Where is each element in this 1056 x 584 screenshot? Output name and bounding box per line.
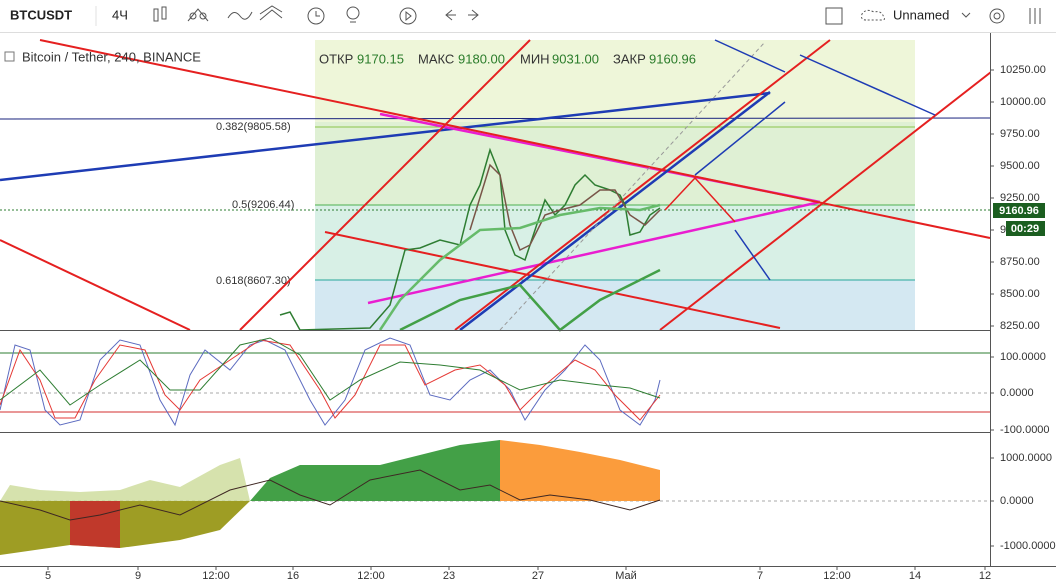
time-tick-label: 12:00 [357,570,385,582]
countdown-box [1006,221,1045,236]
fib-zone [315,205,915,280]
ohlc-value: 9170.15 [357,51,404,66]
ohlc-value: 9160.96 [649,51,696,66]
oscillator-tick-label: -100.0000 [1000,424,1050,436]
symbol[interactable]: BTCUSDT [10,7,72,22]
toolbar [0,0,1056,32]
ohlc-label: ОТКР [319,51,353,66]
moving-average [469,163,661,252]
price-path [279,147,661,331]
price-tick-label: 9750.00 [1000,128,1040,140]
last-price-box [993,203,1045,218]
collapse-icon[interactable] [4,51,15,62]
histogram-area [0,458,250,501]
time-tick-label: 12:00 [823,570,851,582]
histogram-area [250,440,500,501]
fib-label: 0.618(8607.30) [216,275,291,287]
histogram-tick-label: -1000.0000 [1000,540,1056,552]
time-tick-label: 9 [135,570,141,582]
time-tick-label: 23 [443,570,455,582]
time-tick-label: 12 [979,570,991,582]
histogram-tick-label: 1000.0000 [1000,452,1052,464]
histogram-area [500,440,660,501]
price-tick-label: 9250.00 [1000,192,1040,204]
price-axis [990,33,1056,584]
moving-average [378,203,661,331]
interval[interactable]: 4Ч [112,7,128,22]
signal-line [0,469,661,521]
oscillator-line [0,337,661,406]
ohlc-label: МАКС [418,51,454,66]
price-tick-label: 8750.00 [1000,256,1040,268]
time-tick-label: 16 [287,570,299,582]
oscillator-line [0,339,661,421]
layout-name[interactable]: Unnamed [893,7,949,22]
time-tick-label: 5 [45,570,51,582]
ohlc-label: ЗАКР [613,51,646,66]
histogram-area [70,501,120,548]
fib-label: 0.5(9206.44) [232,199,294,211]
legend-title: Bitcoin / Tether, 240, BINANCE [22,49,201,64]
fib-zone [315,40,915,122]
fib-zone [315,280,915,330]
oscillator-line [0,337,661,427]
last-price: 9160.96 [999,205,1039,217]
time-tick-label: 7 [757,570,763,582]
histogram-tick-label: 0.0000 [1000,495,1034,507]
countdown: 00:29 [1011,223,1039,235]
price-tick-label: 10000.00 [1000,96,1046,108]
toolbar-icons[interactable] [153,5,1041,25]
time-tick-label: 12:00 [202,570,230,582]
fib-label: 0.382(9805.58) [216,121,291,133]
price-tick-label: 8250.00 [1000,320,1040,332]
price-tick-label: 10250.00 [1000,64,1046,76]
histogram-area [0,501,250,555]
time-tick-label: 14 [909,570,921,582]
oscillator-tick-label: 100.0000 [1000,351,1046,363]
oscillator-tick-label: 0.0000 [1000,387,1034,399]
ohlc-label: МИН [520,51,550,66]
price-tick-label: 8500.00 [1000,288,1040,300]
drawings [0,39,1001,331]
ohlc-value: 9180.00 [458,51,505,66]
layout-dropdown[interactable] [961,12,971,18]
time-tick-label: Май [615,570,637,582]
time-tick-label: 27 [532,570,544,582]
price-tick-label: 9500.00 [1000,160,1040,172]
ohlc-value: 9031.00 [552,51,599,66]
